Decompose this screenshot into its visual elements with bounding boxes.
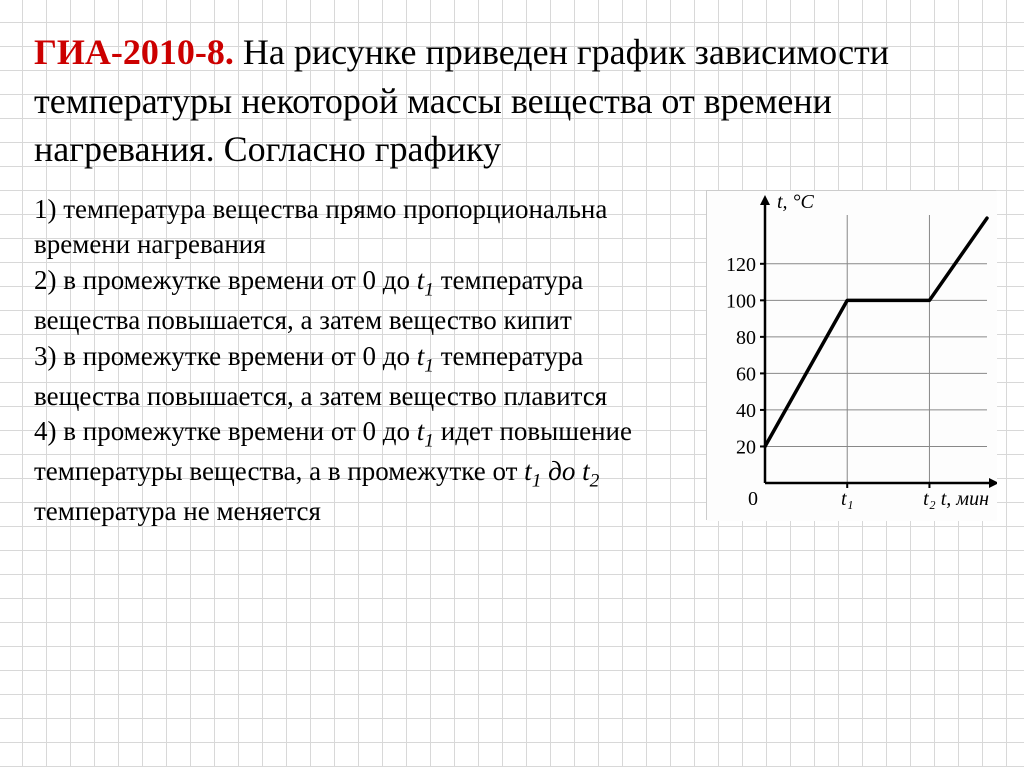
heating-chart: 20 40 60 80 100 120 0 t₁ t₂ t, °C t, мин [707,191,997,521]
svg-text:t, мин: t, мин [941,488,989,510]
problem-heading: ГИА-2010-8. На рисунке приведен график з… [34,28,996,174]
chart-container: 20 40 60 80 100 120 0 t₁ t₂ t, °C t, мин [706,190,996,520]
option-4: 4) в промежутке времени от 0 до t1 идет … [34,414,688,530]
svg-text:40: 40 [736,400,756,422]
svg-text:t, °C: t, °C [777,191,815,213]
option-2: 2) в промежутке времени от 0 до t1 темпе… [34,263,688,339]
svg-text:100: 100 [726,290,756,312]
option-3: 3) в промежутке времени от 0 до t1 темпе… [34,339,688,415]
svg-text:t₁: t₁ [841,488,854,510]
exam-code: ГИА-2010-8. [34,32,234,72]
svg-text:60: 60 [736,363,756,385]
svg-text:120: 120 [726,254,756,276]
svg-text:80: 80 [736,327,756,349]
answer-options: 1) температура вещества прямо пропорцион… [34,192,688,530]
svg-text:0: 0 [748,488,758,510]
svg-text:t₂: t₂ [923,488,936,510]
option-1: 1) температура вещества прямо пропорцион… [34,192,688,263]
svg-text:20: 20 [736,436,756,458]
